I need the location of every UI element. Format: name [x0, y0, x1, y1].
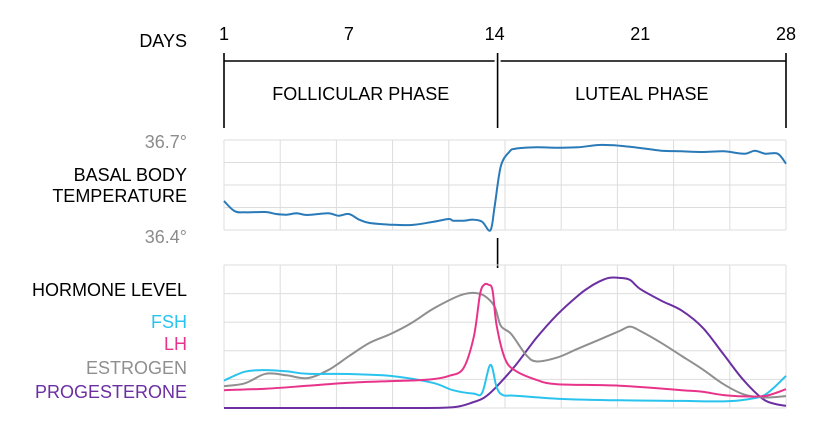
progesterone-line	[224, 276, 787, 410]
hormone-axis-label: HORMONE LEVEL	[32, 280, 187, 300]
hormone-series	[223, 276, 787, 410]
days-axis-label: DAYS	[139, 31, 187, 51]
temperature-axis-label-line-0: BASAL BODY	[74, 165, 187, 185]
temperature-line	[223, 143, 787, 232]
phase-brackets: FOLLICULAR PHASE LUTEAL PHASE	[223, 53, 787, 268]
temperature-axis-label-line-1: TEMPERATURE	[52, 186, 187, 206]
estrogen-line	[223, 291, 787, 399]
temperature-min-label: 36.4°	[145, 227, 187, 247]
day-tick-7: 7	[344, 24, 354, 44]
day-tick-1: 1	[219, 24, 229, 44]
hormone-grid	[223, 264, 787, 409]
day-tick-14: 14	[485, 24, 505, 44]
lh-line	[223, 282, 787, 398]
phase-label-0: FOLLICULAR PHASE	[272, 84, 449, 104]
legend-progesterone: PROGESTERONE	[35, 382, 187, 402]
temperature-series	[223, 143, 787, 232]
legend-fsh: FSH	[151, 312, 187, 332]
fsh-line	[223, 363, 787, 403]
phase-label-1: LUTEAL PHASE	[575, 84, 708, 104]
day-tick-labels: 1 7 14 21 28	[219, 24, 796, 44]
day-tick-28: 28	[776, 24, 796, 44]
temperature-max-label: 36.7°	[145, 132, 187, 152]
day-tick-21: 21	[630, 24, 650, 44]
legend-lh: LH	[164, 334, 187, 354]
legend-estrogen: ESTROGEN	[86, 358, 187, 378]
temperature-grid	[223, 139, 787, 231]
